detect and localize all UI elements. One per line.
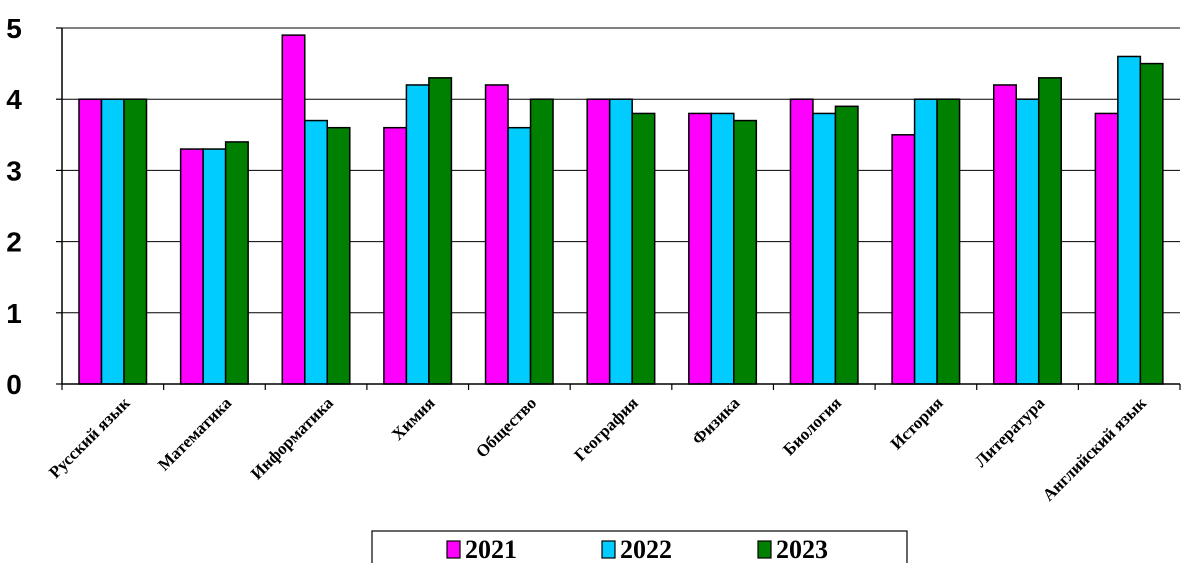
- x-tick-label: Биология: [779, 393, 845, 459]
- bar-2022-4: [507, 126, 532, 385]
- bar-2022-9: [1015, 98, 1040, 385]
- bar-2023-7: [834, 105, 859, 385]
- legend-swatch-2021: [446, 540, 461, 559]
- y-tick-label: 4: [6, 84, 22, 115]
- bar-2022-10: [1117, 55, 1142, 385]
- legend-swatch-2023: [757, 540, 772, 559]
- bar-2021-3: [383, 126, 408, 385]
- legend-box: [371, 530, 908, 563]
- bar-2023-0: [123, 98, 148, 385]
- y-tick-label: 1: [6, 298, 22, 329]
- bar-2021-2: [281, 34, 306, 385]
- bar-2021-1: [179, 148, 204, 385]
- y-axis-ticks: 0 1 2 3 4 5: [6, 13, 62, 400]
- y-tick-label: 2: [6, 227, 22, 258]
- bar-2023-2: [326, 126, 351, 385]
- x-tick-label: Математика: [154, 393, 235, 474]
- y-tick-label: 0: [6, 369, 22, 400]
- y-tick-label: 3: [6, 155, 22, 186]
- x-tick-label: История: [887, 393, 947, 453]
- bar-2023-5: [631, 112, 656, 385]
- bar-2023-4: [529, 98, 554, 385]
- x-tick-label: Литература: [971, 393, 1049, 471]
- bar-2022-8: [913, 98, 938, 385]
- y-tick-label: 5: [6, 13, 22, 44]
- bar-2021-6: [688, 112, 713, 385]
- bar-2021-0: [78, 98, 103, 385]
- bar-2022-0: [100, 98, 125, 385]
- x-tick-label: Химия: [388, 393, 439, 444]
- bar-2021-4: [484, 84, 509, 385]
- x-tick-label: Общество: [472, 393, 540, 461]
- bar-2022-7: [812, 112, 837, 385]
- bar-2022-5: [608, 98, 633, 385]
- legend-label-2021: 2021: [465, 535, 517, 563]
- bars: [78, 34, 1164, 385]
- legend: 2021 2022 2023: [371, 530, 908, 563]
- x-tick-label: Физика: [688, 393, 744, 449]
- bar-2021-9: [992, 84, 1017, 385]
- bar-2023-8: [936, 98, 961, 385]
- bar-2023-6: [733, 119, 758, 385]
- bar-2023-3: [428, 77, 453, 385]
- x-tick-label: Английский язык: [1039, 393, 1150, 504]
- bar-2021-10: [1094, 112, 1119, 385]
- legend-label-2022: 2022: [620, 535, 672, 563]
- x-axis-ticks: Русский язык Математика Информатика Химия Об…: [45, 384, 1181, 505]
- bar-2021-5: [586, 98, 611, 385]
- bar-2023-10: [1139, 62, 1164, 385]
- bar-2021-7: [789, 98, 814, 385]
- legend-label-2023: 2023: [776, 535, 828, 563]
- x-tick-label: Русский язык: [45, 393, 134, 482]
- bar-2021-8: [891, 134, 916, 385]
- x-tick-label: География: [570, 393, 641, 464]
- bar-2023-1: [224, 141, 249, 385]
- bar-2022-6: [710, 112, 735, 385]
- bar-2022-2: [304, 119, 329, 385]
- bar-2023-9: [1037, 77, 1062, 385]
- bar-2022-1: [202, 148, 227, 385]
- x-tick-label: Информатика: [247, 393, 337, 483]
- legend-swatch-2022: [601, 540, 616, 559]
- bar-2022-3: [405, 84, 430, 385]
